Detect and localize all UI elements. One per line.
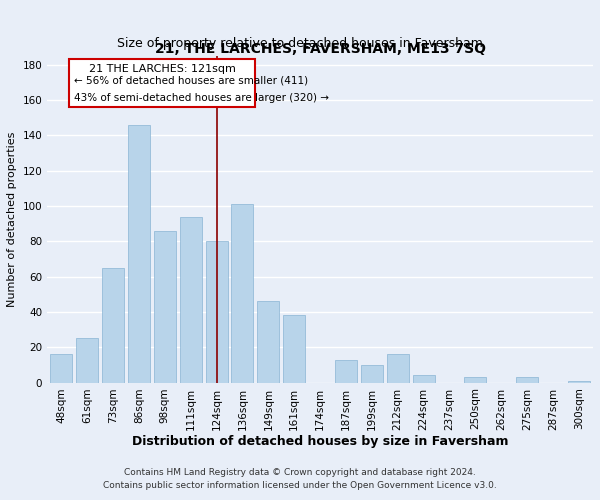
Bar [206,242,227,382]
Bar [76,338,98,382]
X-axis label: Distribution of detached houses by size in Faversham: Distribution of detached houses by size … [132,435,508,448]
Bar [283,316,305,382]
Bar [180,216,202,382]
Bar [464,377,487,382]
FancyBboxPatch shape [69,60,256,107]
Text: 43% of semi-detached houses are larger (320) →: 43% of semi-detached houses are larger (… [74,92,329,102]
Bar [128,125,150,382]
Bar [413,376,434,382]
Bar [232,204,253,382]
Text: Contains HM Land Registry data © Crown copyright and database right 2024.: Contains HM Land Registry data © Crown c… [124,468,476,477]
Title: 21, THE LARCHES, FAVERSHAM, ME13 7SQ: 21, THE LARCHES, FAVERSHAM, ME13 7SQ [155,42,485,56]
Bar [257,302,280,382]
Text: 21 THE LARCHES: 121sqm: 21 THE LARCHES: 121sqm [89,64,236,74]
Bar [50,354,73,382]
Bar [568,380,590,382]
Text: ← 56% of detached houses are smaller (411): ← 56% of detached houses are smaller (41… [74,76,308,86]
Bar [154,230,176,382]
Text: Size of property relative to detached houses in Faversham: Size of property relative to detached ho… [117,38,483,51]
Bar [102,268,124,382]
Bar [335,360,357,382]
Bar [387,354,409,382]
Bar [516,377,538,382]
Bar [361,365,383,382]
Y-axis label: Number of detached properties: Number of detached properties [7,132,17,307]
Text: Contains public sector information licensed under the Open Government Licence v3: Contains public sector information licen… [103,482,497,490]
